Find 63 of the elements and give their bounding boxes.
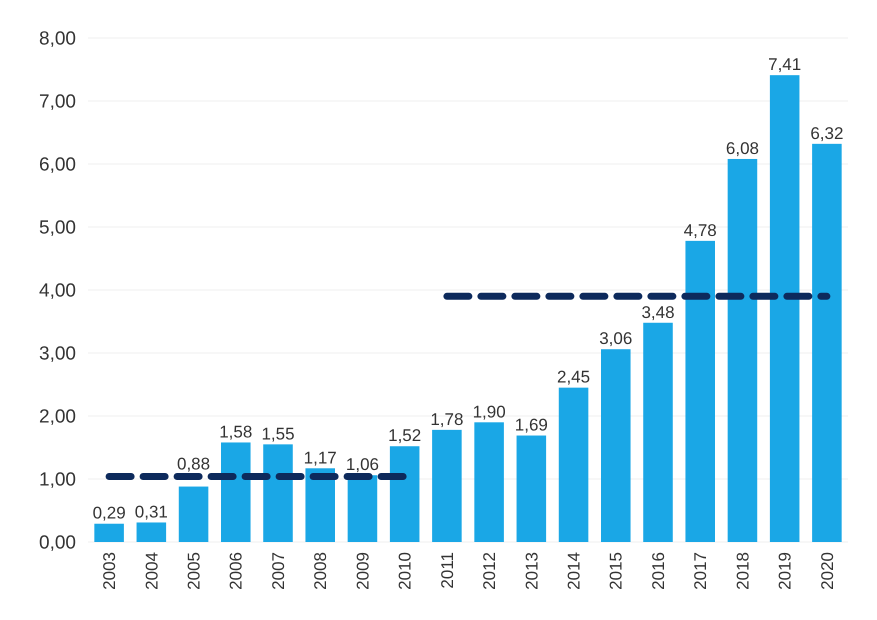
y-tick-label: 0,00 xyxy=(39,532,76,554)
data-label: 3,06 xyxy=(599,329,632,348)
y-tick-label: 6,00 xyxy=(39,154,76,176)
x-tick-label: 2017 xyxy=(691,552,710,590)
bar xyxy=(221,442,251,542)
x-tick-label: 2016 xyxy=(648,552,668,590)
bar xyxy=(643,322,673,542)
bar xyxy=(601,349,631,542)
bar xyxy=(474,422,504,542)
bar xyxy=(348,475,378,542)
bar xyxy=(305,468,335,542)
bar xyxy=(94,524,124,542)
x-tick-label: 2010 xyxy=(396,552,415,590)
bar xyxy=(136,522,166,542)
bar xyxy=(770,75,800,542)
data-label: 0,29 xyxy=(92,504,126,523)
data-label: 6,08 xyxy=(726,138,759,158)
data-label: 1,17 xyxy=(304,448,337,468)
y-tick-label: 2,00 xyxy=(39,406,76,428)
data-label: 1,55 xyxy=(261,424,295,444)
x-tick-label: 2009 xyxy=(353,552,372,590)
data-label: 0,88 xyxy=(177,454,210,474)
bar xyxy=(558,388,588,542)
y-tick-label: 7,00 xyxy=(39,92,76,113)
x-tick-label: 2011 xyxy=(438,552,457,589)
x-tick-label: 2008 xyxy=(311,552,330,590)
bar xyxy=(516,436,546,542)
x-tick-label: 2019 xyxy=(776,552,795,590)
x-tick-label: 2005 xyxy=(184,552,204,590)
y-tick-label: 4,00 xyxy=(39,280,76,302)
y-tick-label: 1,00 xyxy=(39,470,76,491)
bar xyxy=(390,446,420,542)
data-label: 1,58 xyxy=(219,422,252,442)
y-tick-label: 5,00 xyxy=(39,218,76,239)
x-tick-label: 2003 xyxy=(100,552,120,590)
y-tick-label: 8,00 xyxy=(39,28,76,50)
x-tick-label: 2004 xyxy=(142,552,162,590)
x-tick-label: 2014 xyxy=(564,552,584,590)
x-tick-label: 2018 xyxy=(733,552,752,590)
bar xyxy=(685,240,715,542)
x-tick-label: 2020 xyxy=(818,552,837,590)
x-tick-label: 2012 xyxy=(480,552,500,590)
bar xyxy=(812,144,842,542)
bar xyxy=(728,158,758,542)
x-tick-label: 2007 xyxy=(268,552,288,590)
data-label: 1,52 xyxy=(388,426,422,446)
data-label: 4,78 xyxy=(684,220,717,240)
x-tick-label: 2015 xyxy=(606,552,626,590)
x-tick-label: 2013 xyxy=(522,552,542,590)
data-label: 1,90 xyxy=(472,402,506,422)
bar xyxy=(263,444,293,542)
data-label: 7,41 xyxy=(768,55,802,74)
data-label: 3,48 xyxy=(641,302,675,322)
x-tick-label: 2006 xyxy=(226,552,246,590)
data-label: 1,78 xyxy=(430,410,464,429)
data-label: 1,69 xyxy=(514,416,548,435)
data-label: 6,32 xyxy=(810,124,844,143)
bar xyxy=(178,486,208,542)
data-label: 0,31 xyxy=(134,502,168,522)
data-label: 1,06 xyxy=(346,455,379,474)
bar xyxy=(432,430,462,542)
data-label: 2,45 xyxy=(557,368,590,387)
y-tick-label: 3,00 xyxy=(39,344,76,365)
